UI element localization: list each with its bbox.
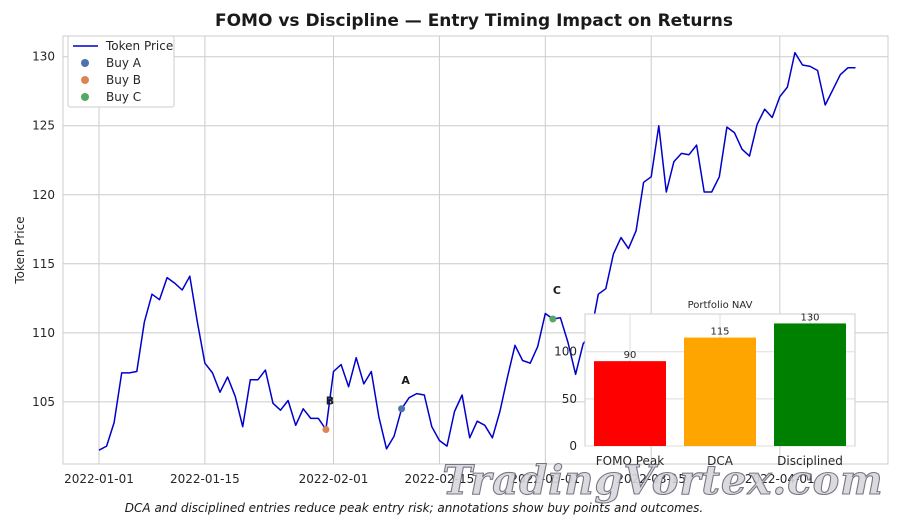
- x-tick-label: 2022-01-15: [170, 472, 240, 486]
- inset-bar-value-label: 130: [800, 312, 819, 323]
- y-axis-ticks: 105 110 115 120 125 130: [32, 50, 55, 409]
- y-tick-label: 105: [32, 395, 55, 409]
- buy-b-annotation: B: [326, 394, 334, 407]
- x-tick-label: 2022-01-01: [64, 472, 134, 486]
- x-tick-label: 2022-04-01: [745, 472, 815, 486]
- watermark: TradingVortex.com: [442, 457, 883, 504]
- x-tick-label: 2022-03-15: [616, 472, 686, 486]
- x-tick-label: 2022-03-01: [510, 472, 580, 486]
- inset-x-tick-label: DCA: [707, 454, 734, 468]
- grid-lines: [63, 36, 888, 464]
- inset-bar-dca: [684, 337, 756, 446]
- y-tick-label: 115: [32, 257, 55, 271]
- inset-bar-disciplined: [774, 323, 846, 446]
- buy-b-point: [322, 425, 330, 433]
- y-tick-label: 110: [32, 326, 55, 340]
- y-tick-label: 125: [32, 119, 55, 133]
- legend-item-buy-a: Buy A: [106, 56, 142, 70]
- y-tick-label: 130: [32, 50, 55, 64]
- inset-y-tick-label: 100: [554, 345, 577, 359]
- inset-bar-value-label: 115: [710, 327, 729, 338]
- legend-item-token-price: Token Price: [105, 39, 173, 53]
- inset-bar-fomo-peak: [594, 361, 666, 446]
- legend-item-buy-c: Buy C: [106, 90, 141, 104]
- inset-title: Portfolio NAV: [688, 300, 753, 311]
- chart-caption: DCA and disciplined entries reduce peak …: [125, 501, 703, 515]
- y-tick-label: 120: [32, 188, 55, 202]
- inset-bar-value-label: 90: [624, 350, 637, 361]
- inset-x-tick-label: FOMO Peak: [596, 454, 665, 468]
- inset-bars: 90 FOMO Peak 115 DCA 130 Disciplined: [594, 312, 846, 468]
- inset-bar-chart: Portfolio NAV 0 50 100 90 FOMO Peak 115 DCA 13…: [554, 300, 856, 468]
- buy-points: A B C: [322, 284, 561, 433]
- buy-a-point: [398, 405, 406, 413]
- y-axis-label: Token Price: [13, 216, 27, 284]
- buy-c-point: [549, 315, 557, 323]
- x-tick-label: 2022-02-01: [299, 472, 369, 486]
- legend-item-buy-b: Buy B: [106, 73, 141, 87]
- inset-y-tick-label: 50: [562, 392, 577, 406]
- inset-y-tick-label: 0: [569, 439, 577, 453]
- legend: Token Price Buy A Buy B Buy C: [67, 35, 175, 108]
- buy-a-annotation: A: [401, 374, 410, 387]
- x-axis-ticks: 2022-01-01 2022-01-15 2022-02-01 2022-02-15…: [64, 472, 815, 486]
- x-tick-label: 2022-02-15: [405, 472, 475, 486]
- token-price-line: [98, 51, 856, 451]
- buy-c-annotation: C: [553, 284, 561, 297]
- legend-marker-buy-c: [81, 93, 89, 101]
- legend-marker-buy-b: [81, 76, 89, 84]
- legend-marker-buy-a: [81, 59, 89, 67]
- legend-box: [67, 35, 175, 108]
- inset-x-tick-label: Disciplined: [777, 454, 843, 468]
- chart-title: FOMO vs Discipline — Entry Timing Impact…: [215, 11, 733, 31]
